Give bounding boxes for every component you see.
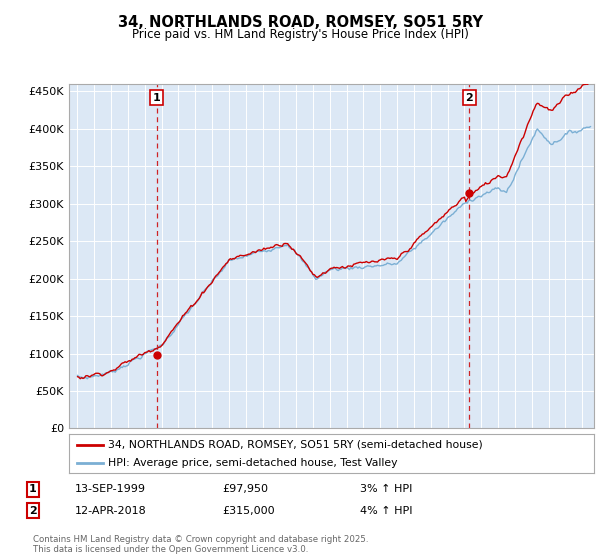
- Text: 34, NORTHLANDS ROAD, ROMSEY, SO51 5RY (semi-detached house): 34, NORTHLANDS ROAD, ROMSEY, SO51 5RY (s…: [109, 440, 483, 450]
- Text: 1: 1: [29, 484, 37, 494]
- Text: 12-APR-2018: 12-APR-2018: [75, 506, 147, 516]
- Text: Price paid vs. HM Land Registry's House Price Index (HPI): Price paid vs. HM Land Registry's House …: [131, 28, 469, 41]
- Text: 2: 2: [466, 92, 473, 102]
- Text: £97,950: £97,950: [222, 484, 268, 494]
- Text: 4% ↑ HPI: 4% ↑ HPI: [360, 506, 413, 516]
- Text: 34, NORTHLANDS ROAD, ROMSEY, SO51 5RY: 34, NORTHLANDS ROAD, ROMSEY, SO51 5RY: [118, 15, 482, 30]
- Text: 3% ↑ HPI: 3% ↑ HPI: [360, 484, 412, 494]
- Text: £315,000: £315,000: [222, 506, 275, 516]
- Text: Contains HM Land Registry data © Crown copyright and database right 2025.
This d: Contains HM Land Registry data © Crown c…: [33, 535, 368, 554]
- Text: HPI: Average price, semi-detached house, Test Valley: HPI: Average price, semi-detached house,…: [109, 459, 398, 468]
- Text: 2: 2: [29, 506, 37, 516]
- Text: 1: 1: [153, 92, 161, 102]
- Text: 13-SEP-1999: 13-SEP-1999: [75, 484, 146, 494]
